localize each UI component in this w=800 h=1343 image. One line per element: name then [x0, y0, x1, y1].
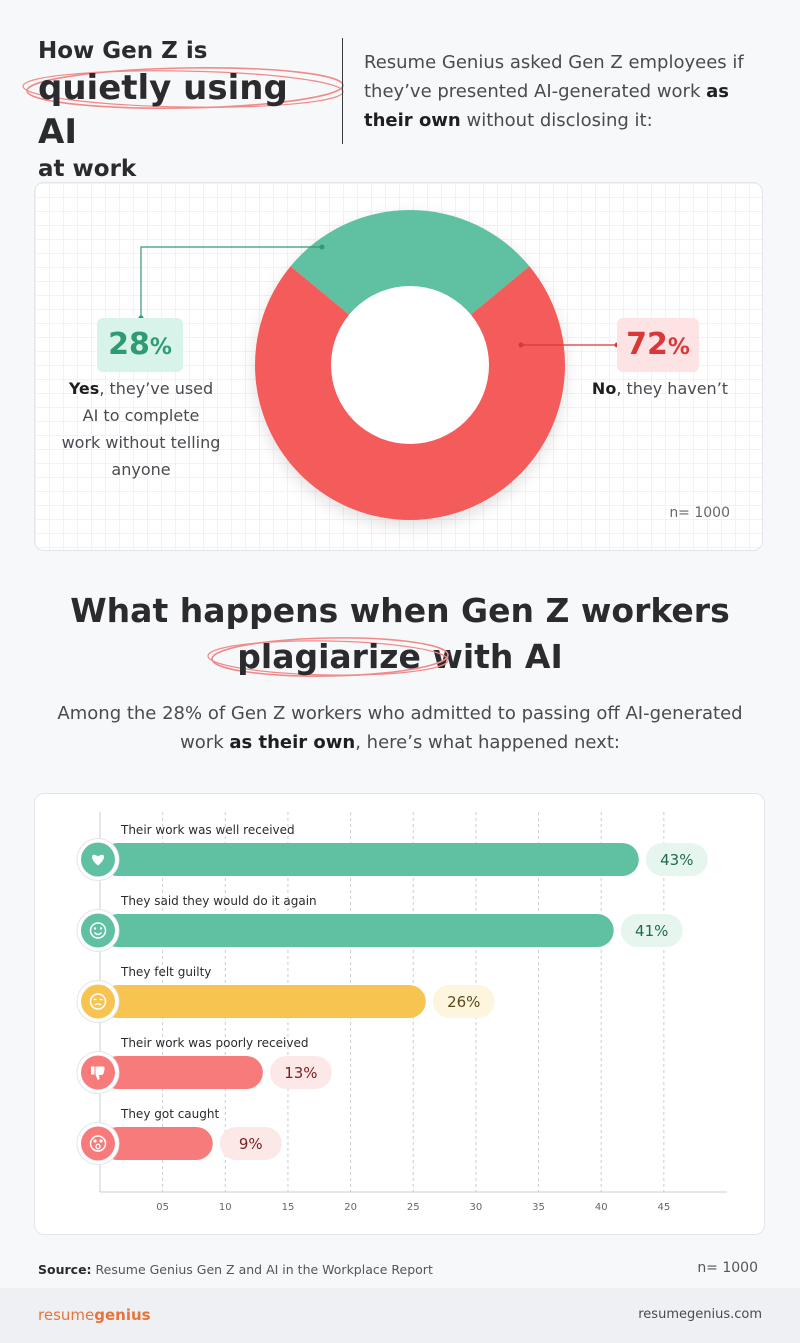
value-pill [620, 914, 683, 947]
brand-logo[interactable]: resumegenius [38, 1306, 151, 1324]
heart-icon [76, 838, 120, 881]
smile-icon [76, 909, 120, 952]
sample-size-label-2: n= 1000 [697, 1260, 758, 1276]
bar-category-label: They felt guilty [120, 965, 211, 979]
guilty-face-icon [76, 980, 120, 1023]
x-tick-label: 40 [595, 1202, 608, 1213]
bar-category-label: They got caught [120, 1107, 219, 1121]
title-line-3: at work [38, 156, 137, 182]
x-tick-label: 30 [470, 1202, 483, 1213]
bar [101, 1127, 213, 1160]
x-tick-label: 10 [219, 1202, 232, 1213]
thumbs-down-icon [76, 1051, 120, 1094]
footer-bar: resumegenius resumegenius.com [0, 1288, 800, 1343]
bar-category-label: They said they would do it again [120, 894, 317, 908]
scribble-circle-icon [207, 637, 450, 677]
x-tick-label: 05 [156, 1202, 169, 1213]
bar-value-label: 26% [447, 993, 480, 1011]
bar-value-label: 13% [284, 1064, 317, 1082]
bar-value-label: 9% [239, 1135, 263, 1153]
value-pill [269, 1056, 332, 1089]
x-tick-label: 20 [344, 1202, 357, 1213]
x-tick-label: 35 [532, 1202, 545, 1213]
no-percent-badge: 72% [617, 318, 699, 372]
yes-leader-line [140, 246, 322, 318]
bar [101, 1056, 263, 1089]
bar [101, 914, 614, 947]
no-label: No, they haven’t [591, 379, 729, 398]
donut-chart [138, 209, 620, 520]
value-pill [432, 985, 495, 1018]
title-highlight: plagiarize [207, 634, 450, 680]
sample-size-label: n= 1000 [669, 505, 730, 521]
source-note: Source: Resume Genius Gen Z and AI in th… [38, 1262, 433, 1277]
x-tick-label: 45 [657, 1202, 670, 1213]
yes-label: Yes, they’ve used AI to complete work wi… [61, 379, 221, 479]
bar [101, 985, 426, 1018]
bar-value-label: 41% [635, 922, 668, 940]
section-intro: Among the 28% of Gen Z workers who admit… [57, 703, 743, 753]
donut-hole [331, 286, 489, 444]
section-title: What happens when Gen Z workers plagiari… [0, 588, 800, 680]
value-pill [645, 843, 708, 876]
page-title: How Gen Z is quietly using AI at work [22, 36, 344, 184]
donut-card: 28% 72% Yes, they’ve used AI to complete… [34, 182, 763, 551]
title-line-1: How Gen Z is [38, 38, 208, 64]
bar-category-label: Their work was well received [120, 823, 295, 837]
shocked-face-icon [76, 1122, 120, 1165]
site-link[interactable]: resumegenius.com [638, 1307, 762, 1322]
title-line-2: quietly using AI [22, 66, 344, 154]
header-intro: Resume Genius asked Gen Z employees if t… [364, 52, 744, 131]
yes-percent-badge: 28% [97, 318, 183, 372]
header-divider [342, 38, 343, 144]
x-tick-label: 25 [407, 1202, 420, 1213]
bar-chart-card: 05 10 15 20 25 30 35 40 45 Their work was well re… [34, 793, 765, 1235]
bar-value-label: 43% [660, 851, 693, 869]
bar [101, 843, 639, 876]
value-pill [219, 1127, 282, 1160]
bar-chart: 05 10 15 20 25 30 35 40 45 Their work was well re… [76, 812, 727, 1213]
bar-category-label: Their work was poorly received [120, 1036, 308, 1050]
x-tick-label: 15 [282, 1202, 295, 1213]
yes-leader-dot-end [319, 244, 325, 250]
no-leader-dot [518, 342, 524, 348]
